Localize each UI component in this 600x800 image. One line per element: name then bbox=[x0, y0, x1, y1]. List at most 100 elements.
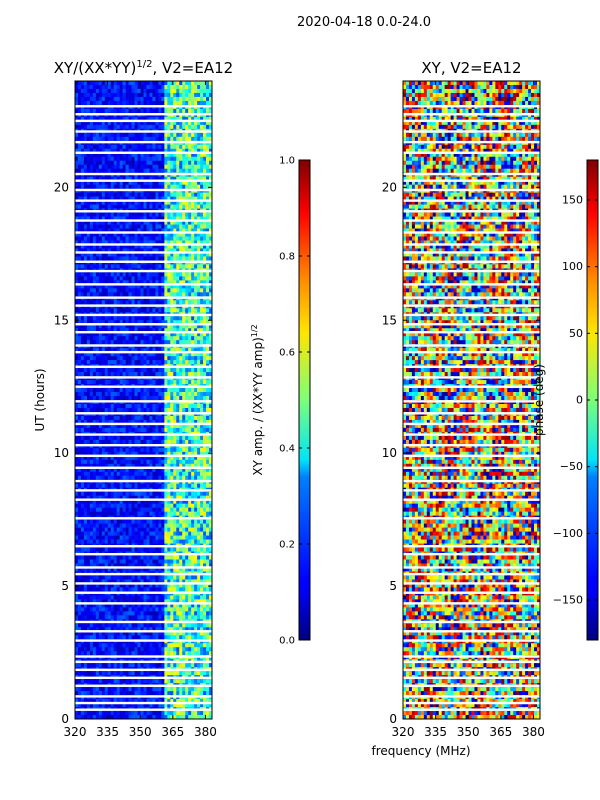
flagged-row bbox=[403, 219, 540, 221]
x-tick-label: 350 bbox=[457, 725, 480, 739]
flagged-row bbox=[75, 412, 212, 414]
flagged-row bbox=[75, 296, 212, 298]
flagged-row bbox=[403, 179, 540, 181]
flagged-row bbox=[403, 602, 540, 604]
colorbar-tick-label: −50 bbox=[560, 460, 583, 473]
panel-title: XY, V2=EA12 bbox=[421, 59, 521, 77]
flagged-row bbox=[403, 573, 540, 575]
y-tick-label: 20 bbox=[54, 180, 69, 194]
shared-xlabel: frequency (MHz) bbox=[371, 744, 470, 758]
flagged-row bbox=[75, 219, 212, 221]
flagged-row bbox=[75, 498, 212, 500]
flagged-row bbox=[403, 677, 540, 679]
flagged-row bbox=[75, 270, 212, 272]
flagged-row bbox=[75, 173, 212, 175]
flagged-row bbox=[75, 685, 212, 687]
x-tick-label: 350 bbox=[129, 725, 152, 739]
flagged-row bbox=[75, 480, 212, 482]
colorbar-tick-label: 100 bbox=[562, 260, 583, 273]
flagged-row bbox=[403, 498, 540, 500]
colorbar-label: phase (deg) bbox=[532, 364, 546, 436]
flagged-row bbox=[75, 695, 212, 697]
flagged-row bbox=[75, 582, 212, 584]
flagged-row bbox=[75, 152, 212, 154]
flagged-row bbox=[75, 314, 212, 316]
flagged-row bbox=[403, 630, 540, 632]
colorbar-gradient bbox=[299, 160, 310, 640]
flagged-row bbox=[75, 489, 212, 491]
flagged-row bbox=[403, 412, 540, 414]
flagged-row bbox=[403, 344, 540, 346]
colorbar-tick-label: 0 bbox=[576, 394, 583, 407]
flagged-row bbox=[75, 130, 212, 132]
flagged-row bbox=[403, 639, 540, 641]
flagged-row bbox=[403, 592, 540, 594]
y-tick-label: 20 bbox=[382, 180, 397, 194]
flagged-row bbox=[75, 433, 212, 435]
colorbar-tick-label: 0.8 bbox=[279, 252, 295, 263]
figure: 2020-04-18 0.0-24.0 XY/(XX*YY)1/2, V2=EA… bbox=[0, 0, 600, 800]
flagged-row bbox=[75, 467, 212, 469]
x-tick-label: 365 bbox=[161, 725, 184, 739]
colorbar-tick-label: 150 bbox=[562, 194, 583, 207]
flagged-row bbox=[403, 270, 540, 272]
flagged-row bbox=[403, 261, 540, 263]
flagged-row bbox=[75, 366, 212, 368]
y-tick-label: 0 bbox=[389, 712, 397, 726]
flagged-row bbox=[75, 344, 212, 346]
flagged-row bbox=[403, 189, 540, 191]
y-tick-label: 5 bbox=[389, 579, 397, 593]
flagged-row bbox=[403, 199, 540, 201]
colorbar-label: XY amp. / (XX*YY amp)1/2 bbox=[250, 324, 265, 475]
y-axis-label: UT (hours) bbox=[33, 368, 47, 431]
x-tick-label: 335 bbox=[96, 725, 119, 739]
y-tick-label: 15 bbox=[54, 313, 69, 327]
colorbar-tick-label: 0.2 bbox=[279, 540, 295, 551]
flagged-row bbox=[403, 582, 540, 584]
flagged-row bbox=[403, 331, 540, 333]
flagged-row bbox=[403, 444, 540, 446]
flagged-row bbox=[403, 661, 540, 663]
flagged-row bbox=[75, 283, 212, 285]
flagged-row bbox=[403, 304, 540, 306]
flagged-row bbox=[403, 173, 540, 175]
flagged-row bbox=[75, 199, 212, 201]
y-tick-label: 10 bbox=[382, 446, 397, 460]
colorbar-tick-label: −100 bbox=[553, 527, 583, 540]
flagged-row bbox=[403, 376, 540, 378]
flagged-row bbox=[75, 709, 212, 711]
colorbar-tick-label: −150 bbox=[553, 594, 583, 607]
flagged-row bbox=[403, 323, 540, 325]
flagged-row bbox=[403, 685, 540, 687]
flagged-row bbox=[75, 113, 212, 115]
flagged-row bbox=[403, 386, 540, 388]
flagged-row bbox=[75, 179, 212, 181]
x-tick-label: 320 bbox=[392, 725, 415, 739]
flagged-row bbox=[75, 455, 212, 457]
flagged-row bbox=[75, 655, 212, 657]
flagged-row bbox=[75, 351, 212, 353]
flagged-row bbox=[75, 661, 212, 663]
flagged-row bbox=[403, 489, 540, 491]
flagged-row bbox=[403, 702, 540, 704]
flagged-row bbox=[75, 630, 212, 632]
flagged-row bbox=[75, 573, 212, 575]
colorbar-tick-label: 0.4 bbox=[279, 444, 295, 455]
flagged-row bbox=[75, 602, 212, 604]
flagged-row bbox=[75, 639, 212, 641]
flagged-row bbox=[75, 251, 212, 253]
flagged-row bbox=[75, 304, 212, 306]
flagged-row bbox=[75, 261, 212, 263]
flagged-row bbox=[403, 423, 540, 425]
flagged-row bbox=[75, 553, 212, 555]
flagged-row bbox=[403, 231, 540, 233]
flagged-row bbox=[75, 323, 212, 325]
flagged-row bbox=[75, 592, 212, 594]
x-tick-label: 365 bbox=[489, 725, 512, 739]
flagged-row bbox=[403, 545, 540, 547]
flagged-row bbox=[403, 400, 540, 402]
flagged-row bbox=[403, 283, 540, 285]
flagged-row bbox=[403, 314, 540, 316]
